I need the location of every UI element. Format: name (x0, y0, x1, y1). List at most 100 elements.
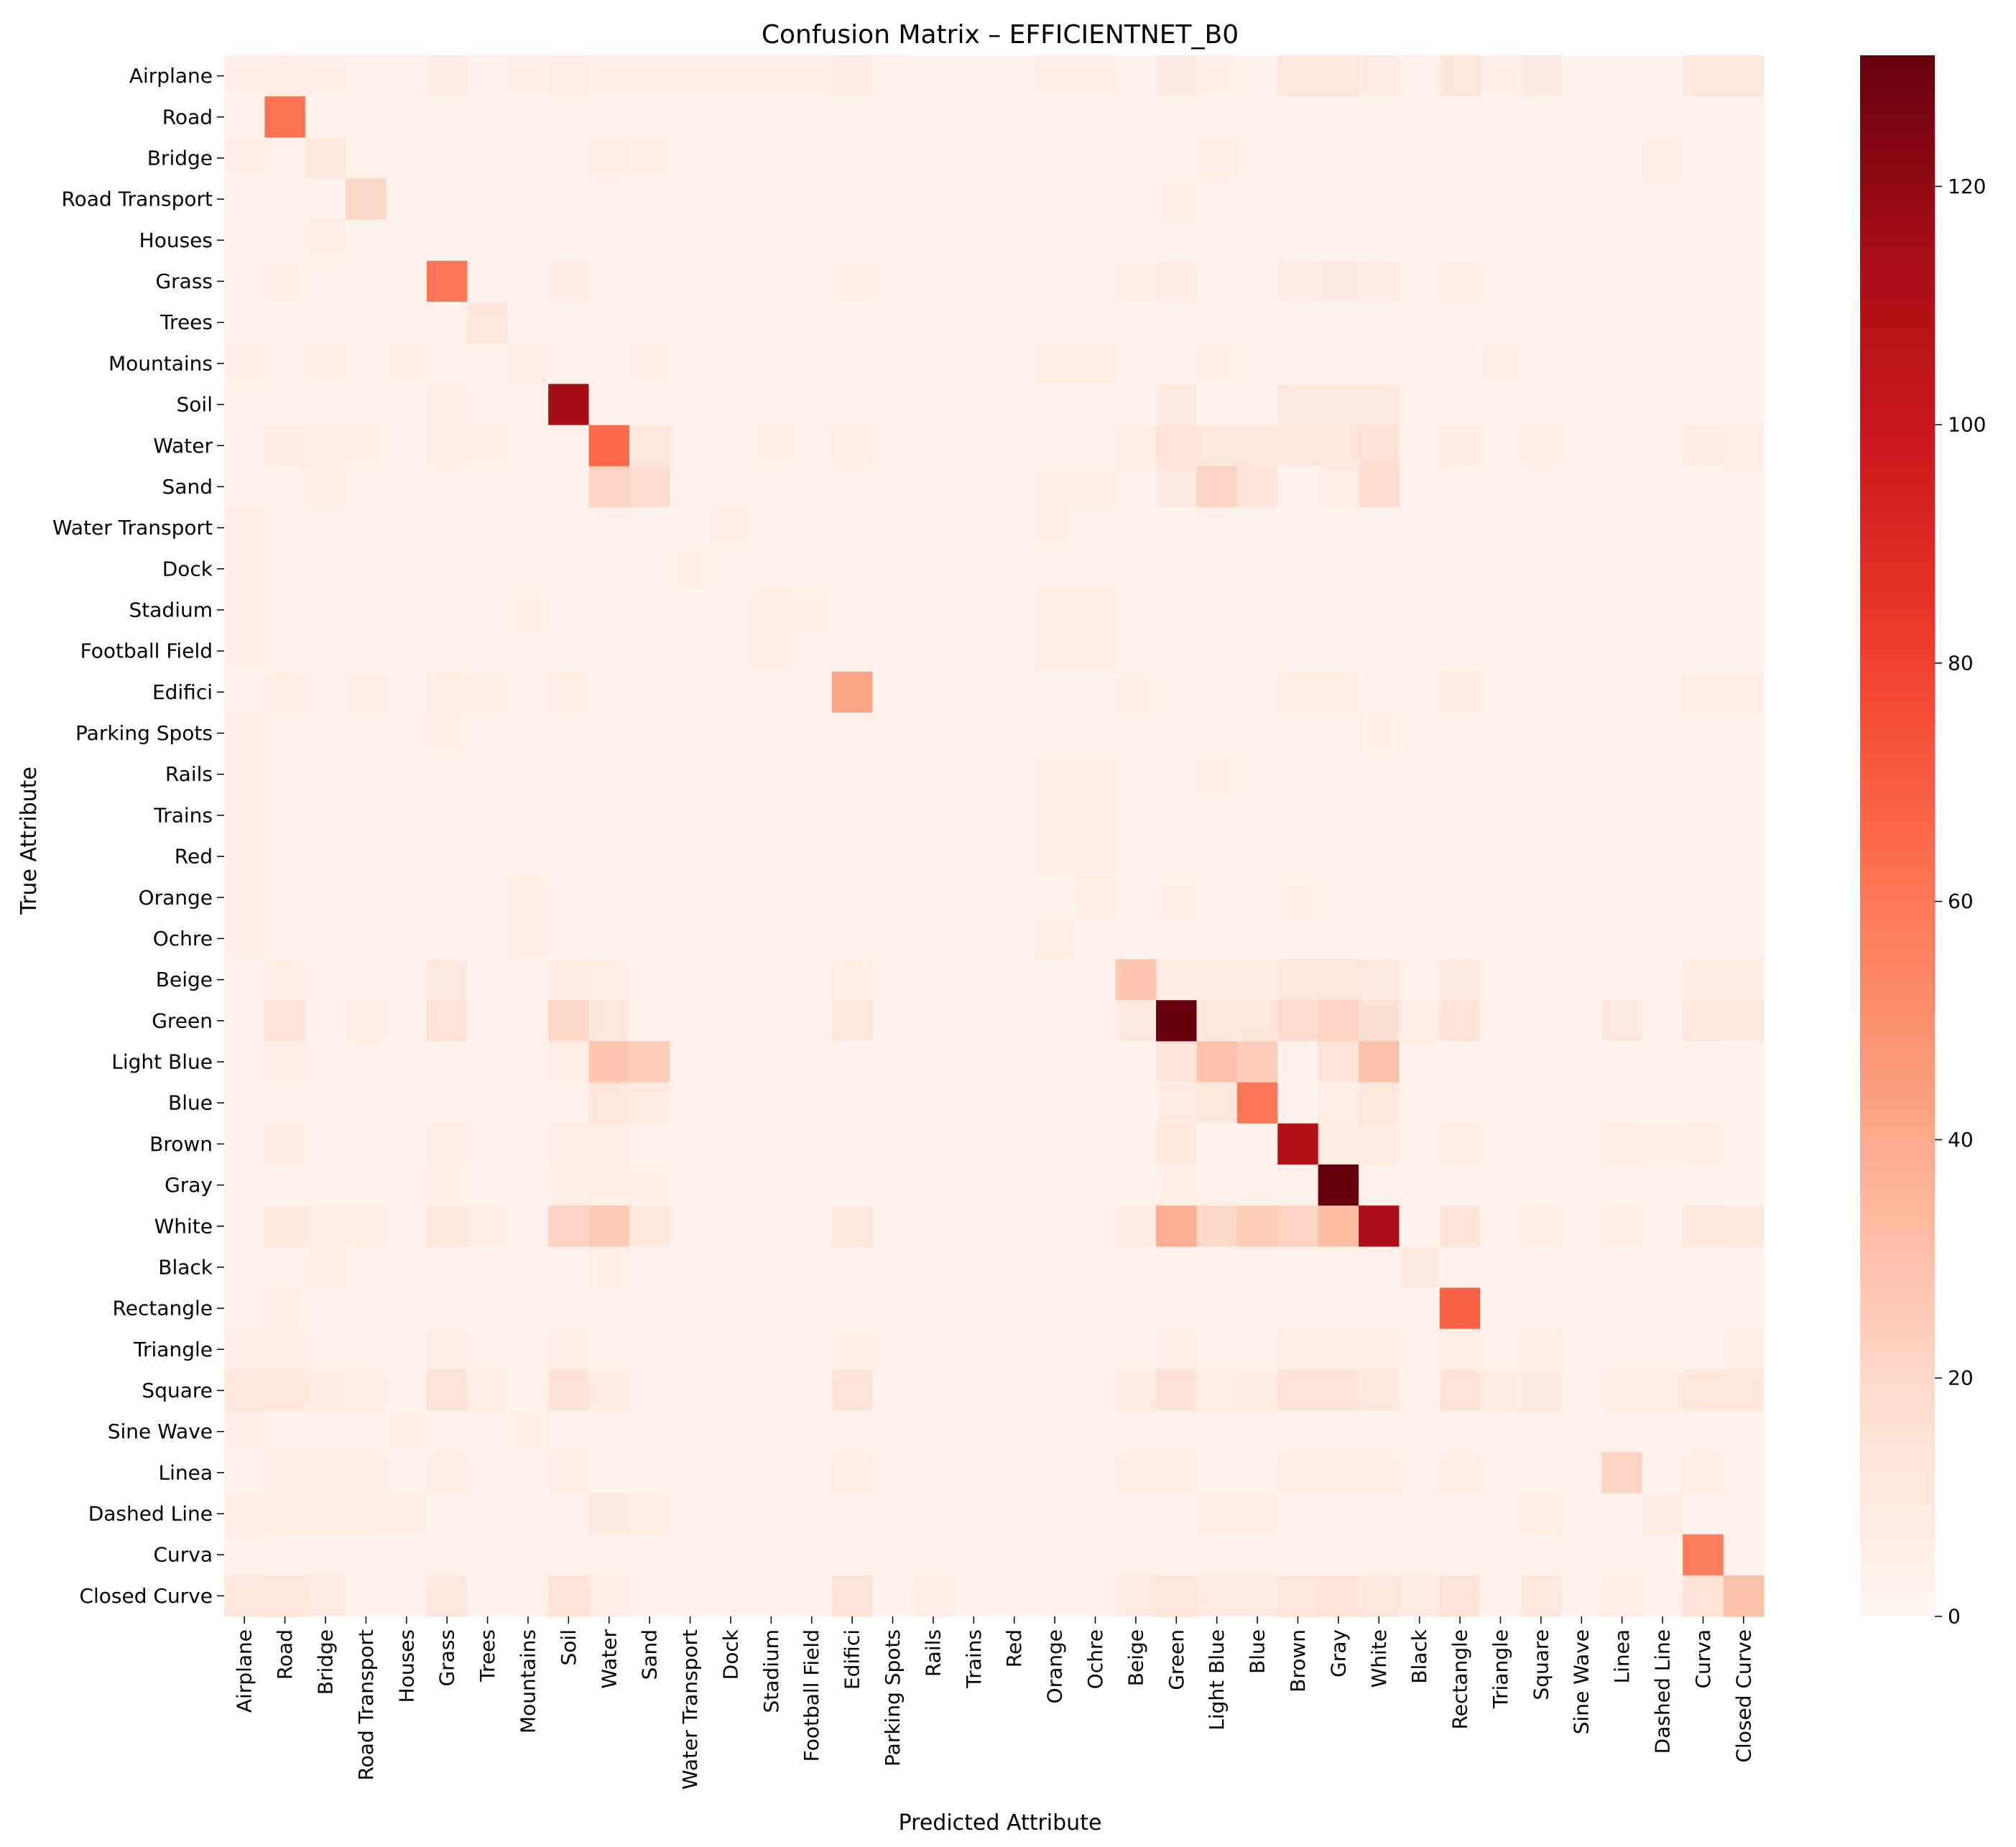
heatmap-cell (224, 1452, 265, 1494)
heatmap-cell (1683, 384, 1724, 426)
heatmap-cell (426, 712, 468, 754)
heatmap-cell (1034, 425, 1076, 467)
heatmap-cell (1642, 384, 1683, 426)
heatmap-cell (1399, 1205, 1441, 1247)
heatmap-cell (1318, 219, 1359, 261)
heatmap-cell (872, 1534, 914, 1576)
heatmap-cell (588, 835, 630, 878)
heatmap-cell (710, 1452, 752, 1494)
heatmap-cell (1520, 917, 1562, 960)
heatmap-cell (1520, 1452, 1562, 1494)
heatmap-cell (1115, 302, 1157, 343)
heatmap-cell (305, 1411, 346, 1453)
y-axis-label: True Attribute (17, 767, 42, 915)
heatmap-cell (1277, 219, 1319, 261)
heatmap-cell (224, 1575, 265, 1617)
heatmap-cell (1075, 1205, 1116, 1247)
heatmap-cell (1115, 1041, 1157, 1083)
heatmap-cell (467, 1493, 509, 1535)
y-tick-label: Grass (155, 269, 213, 293)
heatmap-cell (1561, 343, 1603, 385)
heatmap-cell (751, 96, 792, 138)
heatmap-cell (831, 1000, 873, 1042)
heatmap-cell (1683, 1082, 1724, 1124)
heatmap-cell (1520, 1205, 1562, 1247)
heatmap-cell (710, 795, 752, 837)
heatmap-cell (1520, 1287, 1562, 1330)
heatmap-cell (1156, 1328, 1198, 1371)
heatmap-cell (1115, 1287, 1157, 1330)
heatmap-cell (1359, 548, 1400, 590)
heatmap-cell (670, 835, 711, 878)
heatmap-cell (670, 1123, 711, 1165)
heatmap-cell (264, 630, 306, 672)
heatmap-cell (386, 178, 427, 221)
heatmap-cell (1359, 55, 1400, 97)
heatmap-cell (548, 96, 590, 138)
heatmap-cell (912, 754, 954, 795)
heatmap-cell (1439, 1000, 1481, 1042)
heatmap-cell (1642, 671, 1683, 713)
heatmap-cell (1236, 548, 1278, 590)
heatmap-cell (629, 795, 670, 837)
heatmap-cell (467, 835, 509, 878)
heatmap-cell (1318, 55, 1359, 97)
heatmap-cell (994, 1328, 1035, 1371)
heatmap-cell (1236, 1493, 1278, 1535)
heatmap-cell (346, 343, 387, 385)
heatmap-cell (548, 795, 590, 837)
heatmap-cell (1156, 137, 1198, 180)
heatmap-cell (386, 876, 427, 919)
heatmap-cell (872, 1082, 914, 1124)
heatmap-cell (548, 1287, 590, 1330)
heatmap-cell (1642, 219, 1683, 261)
heatmap-cell (467, 1534, 509, 1576)
y-tick-label: Soil (177, 393, 213, 417)
heatmap-cell (1156, 548, 1198, 590)
heatmap-cell (467, 1246, 509, 1289)
heatmap-cell (751, 1041, 792, 1083)
heatmap-cell (346, 55, 387, 97)
heatmap-cell (1439, 1246, 1481, 1289)
heatmap-cell (1359, 1411, 1400, 1453)
heatmap-cell (426, 959, 468, 1001)
heatmap-cell (1642, 343, 1683, 385)
heatmap-cell (1399, 1575, 1441, 1617)
heatmap-cell (548, 302, 590, 343)
heatmap-cell (386, 959, 427, 1001)
heatmap-cell (629, 1287, 670, 1330)
heatmap-cell (1236, 712, 1278, 754)
heatmap-cell (386, 343, 427, 385)
heatmap-cell (224, 835, 265, 878)
heatmap-cell (224, 1082, 265, 1124)
heatmap-cell (1399, 671, 1441, 713)
heatmap-cell (831, 1328, 873, 1371)
heatmap-cell (346, 548, 387, 590)
heatmap-cell (1236, 219, 1278, 261)
heatmap-cell (1318, 1534, 1359, 1576)
heatmap-cell (1642, 1452, 1683, 1494)
heatmap-cell (305, 1041, 346, 1083)
heatmap-cell (710, 630, 752, 672)
heatmap-cell (953, 178, 995, 221)
heatmap-cell (1480, 589, 1522, 631)
heatmap-cell (670, 1328, 711, 1371)
heatmap-cell (305, 754, 346, 795)
heatmap-cell (1642, 548, 1683, 590)
y-tick-label: Brown (149, 1132, 213, 1156)
heatmap-cell (1115, 1493, 1157, 1535)
heatmap-cell (386, 795, 427, 837)
heatmap-cell (1277, 343, 1319, 385)
heatmap-cell (1236, 1123, 1278, 1165)
heatmap-cell (588, 917, 630, 960)
x-tick-label: Bridge (313, 1629, 337, 1695)
heatmap-cell (1236, 466, 1278, 508)
heatmap-cell (426, 1575, 468, 1617)
heatmap-cell (1723, 343, 1765, 385)
heatmap-cell (1115, 1205, 1157, 1247)
heatmap-cell (1156, 1287, 1198, 1330)
heatmap-cell (1561, 425, 1603, 467)
heatmap-cell (1236, 876, 1278, 919)
heatmap-cell (1115, 548, 1157, 590)
heatmap-cell (629, 178, 670, 221)
